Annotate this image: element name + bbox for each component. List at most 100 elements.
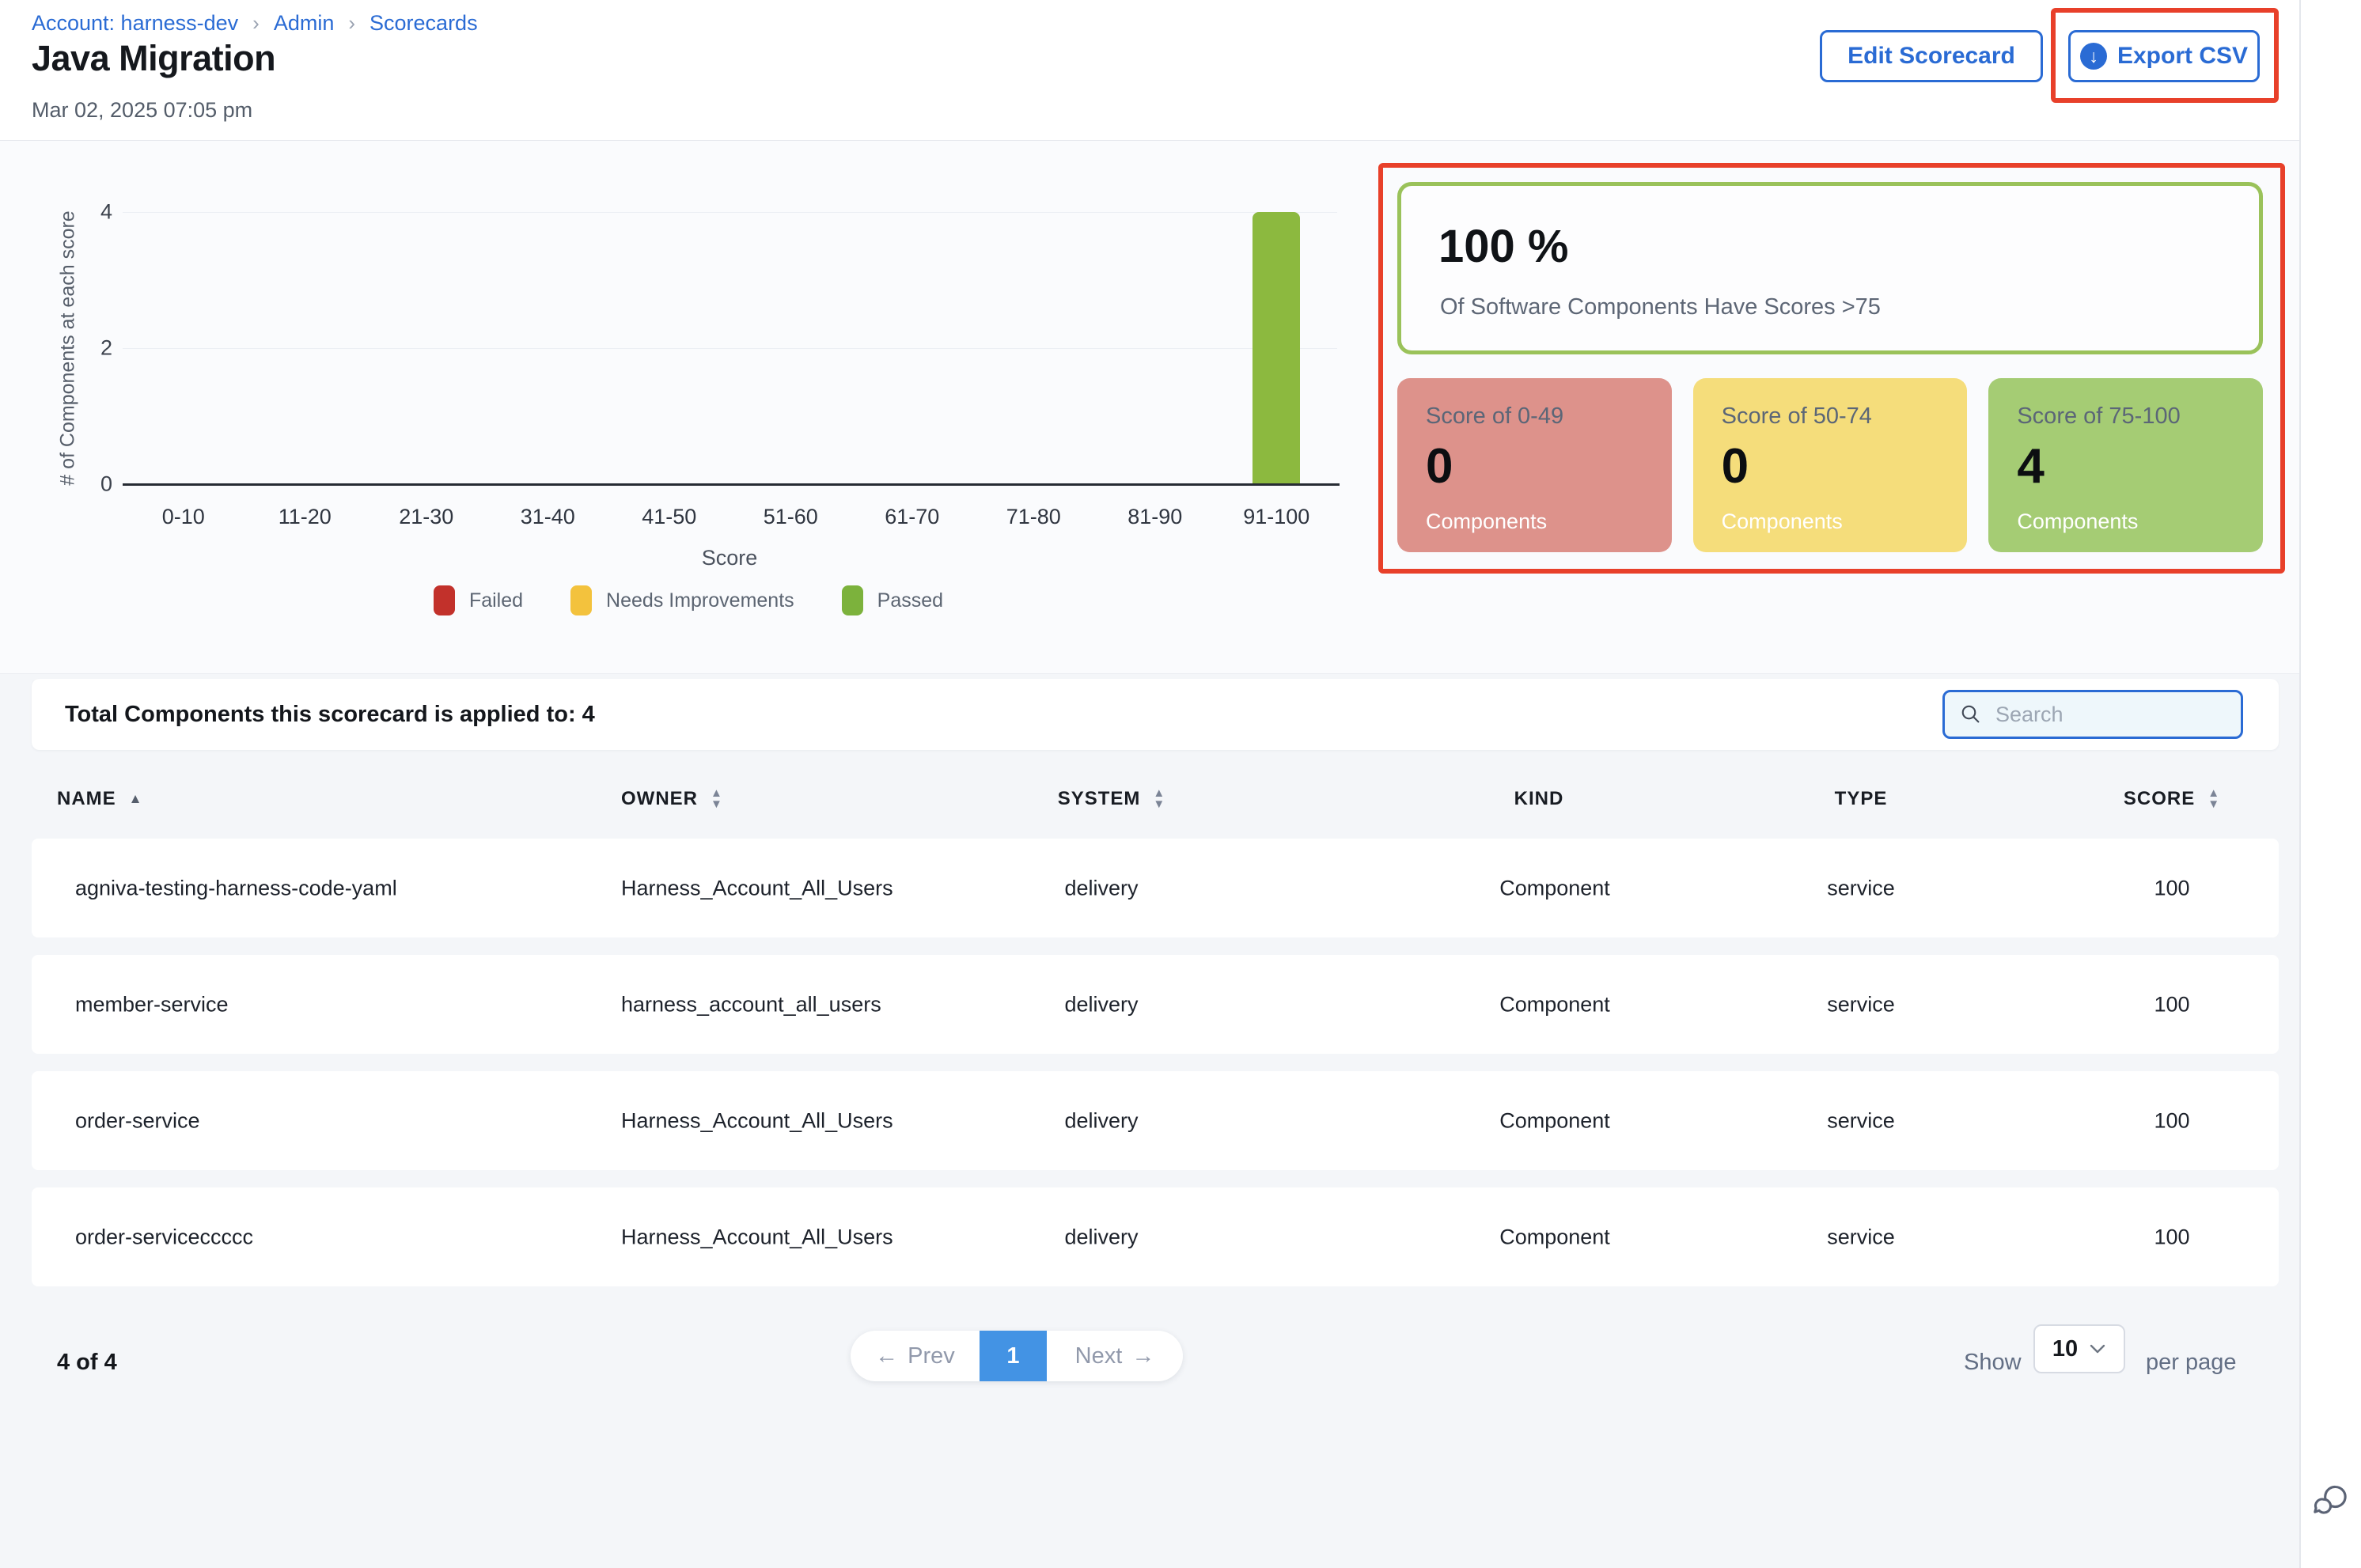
page-size-select[interactable]: 10	[2033, 1324, 2125, 1373]
cell-type: service	[1827, 992, 1895, 1016]
bar-slot	[244, 212, 366, 484]
support-chat-icon[interactable]	[2310, 1481, 2350, 1521]
column-header-label: NAME	[57, 788, 116, 809]
x-axis-tick-label: 61-70	[885, 505, 940, 528]
download-icon: ↓	[2079, 43, 2107, 70]
sort-down-icon: ▼	[711, 797, 723, 811]
column-header-owner[interactable]: OWNER ▲ ▼	[621, 786, 723, 811]
breadcrumb-scorecards-link[interactable]: Scorecards	[369, 11, 478, 35]
chart-bars	[123, 212, 1337, 484]
cell-score: 100	[2154, 992, 2190, 1016]
cell-owner: Harness_Account_All_Users	[621, 1108, 893, 1132]
column-header-system[interactable]: SYSTEM ▲ ▼	[1058, 787, 1166, 811]
cell-score: 100	[2154, 1108, 2190, 1132]
bar-slot	[1216, 212, 1338, 484]
x-axis-line	[123, 483, 1340, 486]
table-column-headers: NAME ▲ OWNER ▲ ▼ SYSTEM ▲ ▼ KIND TYPE SCORE ▲ ▼	[32, 759, 2279, 839]
score-range-count: 4	[2017, 439, 2045, 494]
export-csv-label: Export CSV	[2117, 43, 2249, 69]
edit-scorecard-label: Edit Scorecard	[1847, 43, 2015, 69]
table-row[interactable]: member-service harness_account_all_users d…	[32, 955, 2279, 1054]
score-range-card: Score of 75-100 4 Components	[1988, 378, 2264, 552]
bar-91-100[interactable]	[1253, 212, 1301, 484]
cell-score: 100	[2154, 876, 2190, 900]
table-header-card	[32, 679, 2279, 750]
table-row[interactable]: order-serviceccccc Harness_Account_All_Us…	[32, 1187, 2279, 1286]
legend-label: Needs Improvements	[606, 589, 794, 612]
y-axis-tick-label: 4	[100, 199, 112, 224]
table-row[interactable]: agniva-testing-harness-code-yaml Harness_…	[32, 839, 2279, 937]
gridline	[123, 348, 1337, 349]
score-range-label: Components	[1721, 509, 1843, 533]
search-icon	[1961, 705, 1980, 723]
page-size-value: 10	[2052, 1335, 2079, 1362]
cell-kind: Component	[1499, 876, 1610, 900]
sort-icon: ▲ ▼	[711, 786, 723, 811]
cell-kind: Component	[1499, 1108, 1610, 1132]
breadcrumb-admin-link[interactable]: Admin	[273, 11, 335, 35]
bar-slot	[973, 212, 1095, 484]
column-header-label: TYPE	[1834, 788, 1888, 809]
cell-name: order-service	[75, 1108, 200, 1132]
bar-slot	[730, 212, 852, 484]
arrow-left-icon: ←	[875, 1343, 899, 1369]
legend-label: Failed	[468, 589, 524, 612]
table-row[interactable]: order-service Harness_Account_All_Users de…	[32, 1071, 2279, 1170]
pagination-control: ← Prev 1 Next →	[851, 1331, 1183, 1381]
cell-name: member-service	[75, 992, 229, 1016]
x-axis-tick-label: 31-40	[520, 505, 575, 528]
cell-name: order-serviceccccc	[75, 1225, 254, 1248]
column-header-label: SCORE	[2123, 788, 2196, 809]
y-axis-ticks: 0 2 4	[63, 200, 112, 496]
cell-name: agniva-testing-harness-code-yaml	[75, 876, 397, 900]
cell-system: delivery	[1064, 1108, 1139, 1132]
x-axis-title: Score	[701, 546, 758, 570]
x-axis-tick-label: 11-20	[278, 505, 332, 528]
breadcrumb: Account: harness-dev › Admin › Scorecard…	[32, 11, 478, 36]
prev-page-button[interactable]: ← Prev	[851, 1331, 980, 1381]
bar-slot	[1094, 212, 1216, 484]
breadcrumb-account-link[interactable]: Account: harness-dev	[32, 11, 239, 35]
search-input[interactable]	[1994, 701, 2226, 728]
export-csv-button[interactable]: ↓ Export CSV	[2068, 30, 2260, 82]
x-axis-tick-label: 71-80	[1006, 505, 1061, 528]
cell-kind: Component	[1499, 992, 1610, 1016]
prev-label: Prev	[908, 1343, 955, 1369]
sort-up-icon: ▲	[711, 786, 723, 800]
cell-system: delivery	[1064, 876, 1139, 900]
score-range-title: Score of 50-74	[1721, 403, 1872, 429]
next-label: Next	[1074, 1343, 1123, 1369]
pagination-summary: 4 of 4	[57, 1350, 117, 1375]
y-axis-tick-label: 2	[100, 335, 112, 360]
sort-icon: ▲ ▼	[2208, 787, 2220, 810]
legend-item-failed[interactable]: Failed	[433, 585, 524, 615]
arrow-right-icon: →	[1131, 1343, 1155, 1369]
score-range-title: Score of 75-100	[2017, 403, 2181, 429]
bar-slot	[123, 212, 244, 484]
cell-type: service	[1827, 1108, 1895, 1132]
next-page-button[interactable]: Next →	[1047, 1331, 1183, 1381]
chart-legend: Failed Needs Improvements Passed	[32, 585, 1345, 615]
sort-ascending-icon: ▲	[128, 791, 143, 806]
x-axis-tick-labels: 0-10 11-20 21-30 31-40 41-50 51-60 61-70 71-80 8…	[123, 505, 1337, 529]
edit-scorecard-button[interactable]: Edit Scorecard	[1820, 30, 2043, 82]
bar-slot	[851, 212, 973, 484]
legend-item-needs-improvements[interactable]: Needs Improvements	[570, 585, 794, 615]
x-axis-tick-label: 91-100	[1243, 505, 1310, 528]
score-range-title: Score of 0-49	[1426, 403, 1564, 429]
score-range-count: 0	[1426, 439, 1453, 494]
page-number: 1	[1006, 1343, 1020, 1369]
column-header-kind: KIND	[1514, 788, 1564, 810]
column-header-label: OWNER	[621, 788, 698, 809]
chevron-right-icon: ›	[348, 11, 356, 35]
cell-owner: harness_account_all_users	[621, 992, 881, 1016]
column-header-score[interactable]: SCORE ▲ ▼	[2123, 787, 2220, 810]
headline-percentage: 100 %	[1438, 221, 1569, 272]
column-header-name[interactable]: NAME ▲	[57, 788, 143, 810]
headline-caption: Of Software Components Have Scores >75	[1440, 294, 1881, 320]
legend-item-passed[interactable]: Passed	[841, 585, 943, 615]
bar-slot	[487, 212, 609, 484]
page-1-button[interactable]: 1	[980, 1331, 1047, 1381]
sort-down-icon: ▼	[1153, 797, 1166, 811]
cell-system: delivery	[1064, 1225, 1139, 1248]
